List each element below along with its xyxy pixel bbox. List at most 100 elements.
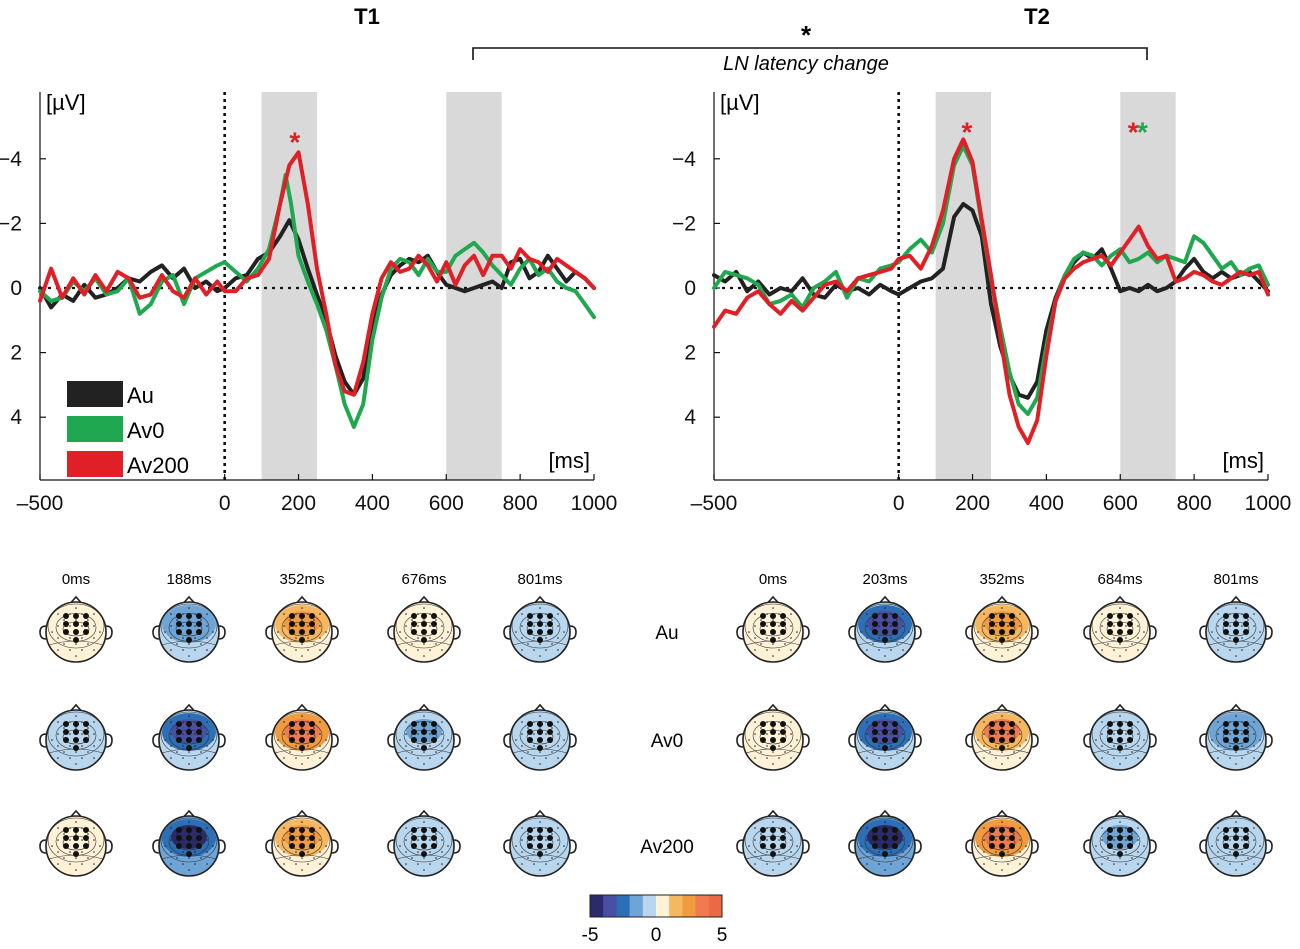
- electrode-roi: [63, 737, 69, 743]
- electrode-roi: [537, 721, 543, 727]
- electrode-dot: [533, 827, 535, 829]
- electrode-dot: [989, 833, 991, 835]
- electrode-dot: [790, 721, 792, 723]
- electrode-dot: [539, 655, 541, 657]
- electrode-roi: [1223, 827, 1229, 833]
- electrode-roi: [1223, 613, 1229, 619]
- electrode-dot: [405, 613, 407, 615]
- electrode-dot: [283, 733, 285, 735]
- electrode-roi: [872, 721, 878, 727]
- head-ear-left: [736, 733, 744, 748]
- contour-line: [395, 603, 453, 649]
- head-outline: [854, 815, 916, 877]
- electrode-dot: [51, 631, 53, 633]
- electrode-dot: [1217, 625, 1219, 627]
- electrode-roi: [882, 843, 888, 849]
- electrode-dot: [1101, 649, 1103, 651]
- electrode-dot: [890, 649, 892, 651]
- electrode-roi: [1223, 737, 1229, 743]
- electrode-dot: [93, 733, 95, 735]
- electrode-dot: [1119, 607, 1121, 609]
- electrode-dot: [778, 649, 780, 651]
- electrode-dot: [295, 851, 297, 853]
- legend-swatch-av0: [67, 416, 123, 442]
- electrode-dot: [989, 619, 991, 621]
- electrode-dot: [754, 827, 756, 829]
- electrode-dot: [313, 727, 315, 729]
- electrode-dot: [884, 857, 886, 859]
- electrode-dot: [194, 745, 196, 747]
- significance-star-2-t2: *: [1128, 117, 1139, 148]
- electrode-dot: [307, 625, 309, 627]
- contour-line: [160, 817, 218, 863]
- electrode-dot: [75, 763, 77, 765]
- electrode-dot: [521, 625, 523, 627]
- electrode-roi: [299, 637, 305, 643]
- electrode-dot: [784, 643, 786, 645]
- electrode-dot: [533, 839, 535, 841]
- contour-line: [856, 711, 914, 757]
- electrode-dot: [63, 619, 65, 621]
- electrode-roi: [892, 827, 898, 833]
- electrode-dot: [778, 757, 780, 759]
- significance-star-1-t2: *: [962, 117, 973, 148]
- electrode-dot: [69, 827, 71, 829]
- electrode-dot: [295, 757, 297, 759]
- electrode-dot: [1253, 637, 1255, 639]
- electrode-dot: [307, 851, 309, 853]
- electrode-roi: [176, 721, 182, 727]
- colorbar-swatch: [669, 895, 683, 917]
- electrode-dot: [1217, 863, 1219, 865]
- electrode-dot: [399, 739, 401, 741]
- topo-map-t2: [1083, 809, 1157, 877]
- electrode-roi: [1243, 621, 1249, 627]
- electrode-dot: [1241, 625, 1243, 627]
- head-outline: [971, 709, 1033, 771]
- electrode-dot: [277, 739, 279, 741]
- electrode-dot: [995, 613, 997, 615]
- electrode-dot: [890, 613, 892, 615]
- x-axis-label-t2: [ms]: [1222, 448, 1264, 473]
- electrode-dot: [1101, 757, 1103, 759]
- electrode-dot: [429, 649, 431, 651]
- legend-label-av0: Av0: [127, 418, 165, 443]
- electrode-roi: [1117, 827, 1123, 833]
- electrode-dot: [69, 851, 71, 853]
- electrode-dot: [1107, 857, 1109, 859]
- electrode-roi: [1009, 621, 1015, 627]
- electrode-roi: [780, 721, 786, 727]
- electrode-dot: [307, 839, 309, 841]
- electrode-dot: [441, 839, 443, 841]
- electrode-dot: [307, 613, 309, 615]
- electrode-dot: [200, 833, 202, 835]
- electrode-dot: [289, 857, 291, 859]
- electrode-dot: [533, 745, 535, 747]
- electrode-dot: [319, 649, 321, 651]
- electrode-dot: [429, 721, 431, 723]
- electrode-dot: [1019, 613, 1021, 615]
- electrode-dot: [878, 733, 880, 735]
- electrode-dot: [772, 751, 774, 753]
- electrode-dot: [521, 733, 523, 735]
- contour-line: [973, 817, 1031, 863]
- electrode-dot: [417, 745, 419, 747]
- electrode-dot: [206, 637, 208, 639]
- electrode-dot: [878, 613, 880, 615]
- electrode-roi: [1107, 843, 1113, 849]
- electrode-roi: [770, 745, 776, 751]
- electrode-dot: [1253, 733, 1255, 735]
- electrode-roi: [1009, 835, 1015, 841]
- electrode-dot: [176, 857, 178, 859]
- electrode-roi: [872, 729, 878, 735]
- electrode-dot: [977, 631, 979, 633]
- electrode-roi: [770, 613, 776, 619]
- x-axis-label-t1: [ms]: [548, 448, 590, 473]
- electrode-dot: [277, 631, 279, 633]
- electrode-dot: [1137, 625, 1139, 627]
- head-outline: [158, 709, 220, 771]
- electrode-dot: [766, 733, 768, 735]
- bracket-star: *: [801, 20, 812, 50]
- electrode-dot: [1125, 839, 1127, 841]
- electrode-dot: [194, 625, 196, 627]
- electrode-roi: [431, 721, 437, 727]
